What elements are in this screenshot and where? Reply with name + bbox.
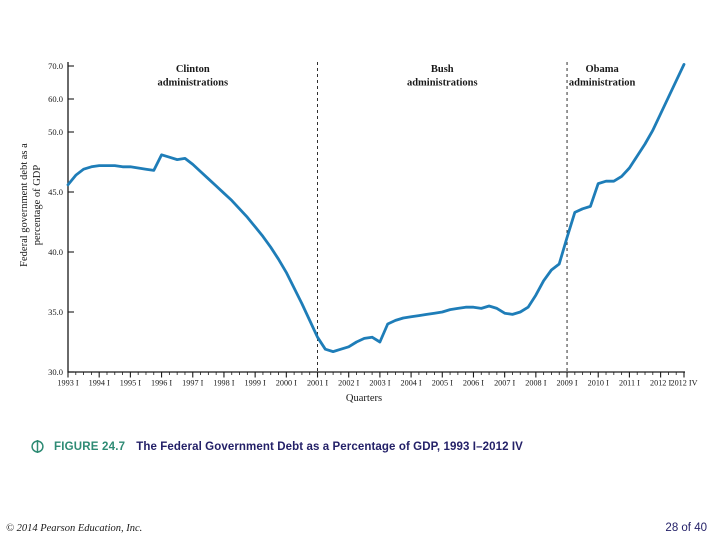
y-tick-label: 60.0 <box>48 94 63 104</box>
x-tick-label: 1998 I <box>213 379 234 388</box>
x-tick-label: 2010 I <box>588 379 609 388</box>
administration-annotation: administration <box>569 78 636 89</box>
y-tick-label: 40.0 <box>48 247 63 257</box>
administration-annotation: Obama <box>585 64 619 75</box>
y-tick-label: 70.0 <box>48 61 63 71</box>
figure-title: The Federal Government Debt as a Percent… <box>136 440 523 453</box>
debt-percent-line <box>66 63 686 354</box>
x-tick-label: 2001 I <box>307 379 328 388</box>
chart-canvas: 30.0 35.0 40.0 45.0 50.0 60.0 70.0 1993 I 1994 I… <box>19 61 698 404</box>
x-tick-label: 1997 I <box>182 379 203 388</box>
x-tick-label: 2002 I <box>338 379 359 388</box>
page-number: 28 of 40 <box>665 522 707 534</box>
x-tick-label: 2012 I <box>650 379 671 388</box>
administration-annotation: Bush <box>431 64 454 75</box>
x-tick-label: 2005 I <box>432 379 453 388</box>
y-axis-title: Federal government debt as a percentage o… <box>19 143 43 267</box>
y-tick-label: 50.0 <box>48 127 63 137</box>
x-tick-label: 2009 I <box>556 379 577 388</box>
x-tick-label: 2012 IV <box>670 379 697 388</box>
y-tick-label: 30.0 <box>48 367 63 377</box>
figure-caption: FIGURE 24.7 The Federal Government Debt … <box>30 439 523 454</box>
x-tick-label: 1999 I <box>245 379 266 388</box>
figure-label: FIGURE 24.7 <box>54 440 126 453</box>
administration-annotation: Clinton <box>176 64 210 75</box>
x-tick-label: 2011 I <box>619 379 640 388</box>
x-tick-label: 2006 I <box>463 379 484 388</box>
y-tick-label: 35.0 <box>48 307 63 317</box>
x-tick-label: 2008 I <box>525 379 546 388</box>
figure-bullet-icon <box>30 439 45 454</box>
x-tick-label: 2007 I <box>494 379 515 388</box>
x-tick-label: 1993 I <box>57 379 78 388</box>
x-axis-title: Quarters <box>346 393 382 404</box>
y-tick-label: 45.0 <box>48 187 63 197</box>
x-tick-label: 1996 I <box>151 379 172 388</box>
x-tick-label: 1994 I <box>89 379 110 388</box>
copyright-text: © 2014 Pearson Education, Inc. <box>6 523 143 534</box>
x-tick-label: 2000 I <box>276 379 297 388</box>
administration-annotation: administrations <box>407 78 478 89</box>
x-tick-label: 1995 I <box>120 379 141 388</box>
x-tick-label: 2003 I <box>369 379 390 388</box>
debt-line-chart: 30.0 35.0 40.0 45.0 50.0 60.0 70.0 1993 I 1994 I… <box>19 61 698 404</box>
x-tick-label: 2004 I <box>401 379 422 388</box>
administration-annotation: administrations <box>157 78 228 89</box>
